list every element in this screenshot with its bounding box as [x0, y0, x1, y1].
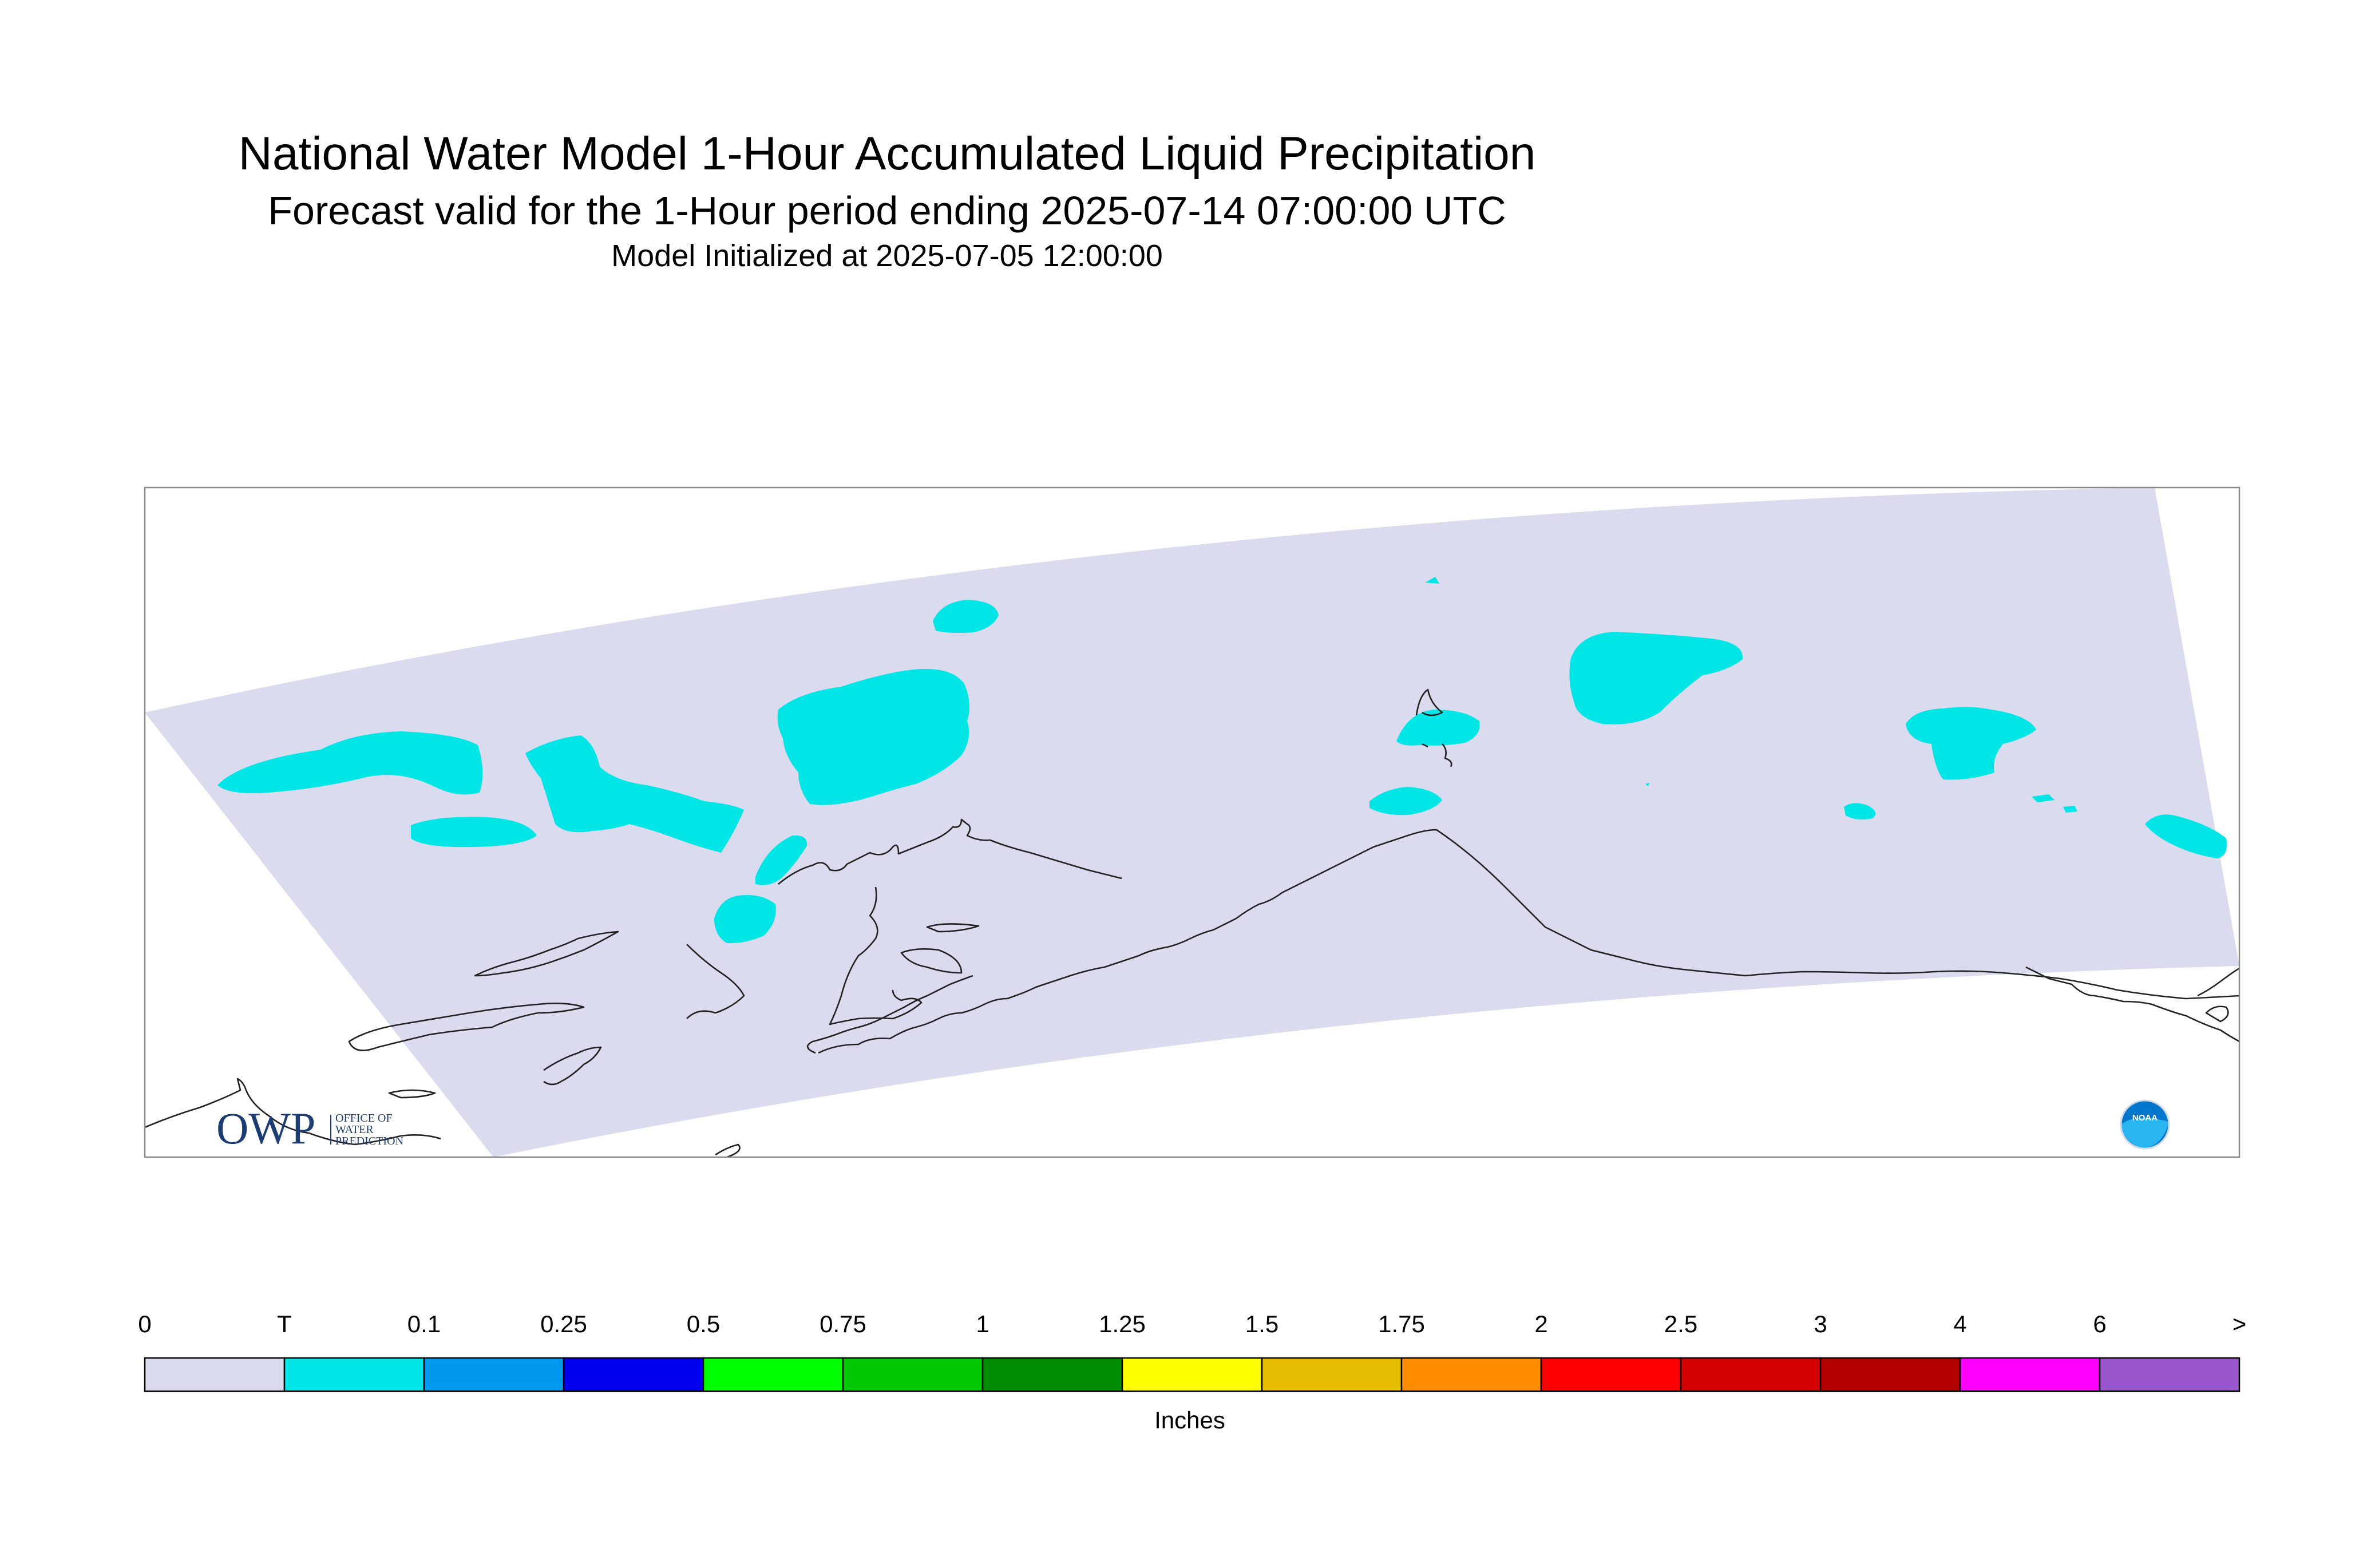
precip-area — [1396, 710, 1480, 746]
noaa-logo-ring — [2120, 1099, 2170, 1150]
colorbar-tick-label: 0.1 — [407, 1310, 441, 1337]
colorbar-tick-label: 0 — [138, 1310, 152, 1337]
precip-area — [755, 835, 808, 885]
precip-area — [525, 735, 744, 853]
colorbar-tick-label: > — [2232, 1310, 2247, 1337]
colorbar-unit: Inches — [1154, 1407, 1225, 1434]
colorbar-tick-label: 1.5 — [1245, 1310, 1279, 1337]
map-title: National Water Model 1-Hour Accumulated … — [238, 128, 1536, 180]
island — [926, 923, 980, 933]
colorbar — [144, 1357, 2241, 1392]
colorbar-swatch — [144, 1357, 286, 1392]
coastline-northwest — [145, 1078, 441, 1146]
owp-logo: OWP OFFICE OF WATER PREDICTION — [216, 1103, 403, 1153]
map-frame — [144, 486, 2241, 1158]
coastline-east-upper — [2197, 967, 2239, 997]
island-north — [1442, 743, 1452, 767]
coastline-peninsula — [806, 975, 973, 1054]
island-north — [1415, 688, 1443, 716]
noaa-logo: NOAA — [2120, 1099, 2170, 1150]
colorbar-swatch — [981, 1357, 1123, 1392]
coastlines — [145, 688, 2239, 1157]
precip-area — [2032, 794, 2055, 802]
precip-area — [1369, 787, 1442, 815]
init-time: Model Initialized at 2025-07-05 12:00:00 — [611, 239, 1163, 273]
coastline-east-island — [2205, 1005, 2229, 1023]
colorbar-swatch — [1261, 1357, 1403, 1392]
coastline-south-lower — [543, 1046, 602, 1086]
precip-area — [933, 600, 999, 633]
yukon-delta — [474, 930, 619, 977]
precip-area — [217, 731, 483, 795]
precip-area — [2145, 814, 2227, 858]
colorbar-swatch — [1959, 1357, 2101, 1392]
coastline-west-lower — [348, 1003, 585, 1051]
bristol-bay — [686, 944, 745, 1019]
owp-logo-line: PREDICTION — [335, 1135, 403, 1147]
colorbar-swatch — [1540, 1357, 1682, 1392]
colorbar-swatch — [283, 1357, 425, 1392]
precip-area — [2063, 806, 2077, 813]
precip-area — [1844, 803, 1876, 820]
colorbar-swatch — [563, 1357, 704, 1392]
colorbar-tick-label: 1.25 — [1099, 1310, 1146, 1337]
owp-logo-line: WATER — [335, 1123, 374, 1136]
colorbar-swatch — [1819, 1357, 1961, 1392]
owp-logo-text: OWP — [216, 1103, 315, 1153]
coastline-west — [778, 818, 1122, 885]
lake-iliamna — [900, 948, 963, 974]
noaa-logo-text: NOAA — [2132, 1113, 2158, 1123]
colorbar-swatch — [2099, 1357, 2241, 1392]
precip-area — [714, 895, 776, 944]
noaa-logo-wave — [2121, 1118, 2169, 1149]
map-area — [145, 488, 2239, 1157]
colorbar-tick-label: 1 — [976, 1310, 989, 1337]
precip-area — [1569, 632, 1743, 724]
island-north — [1422, 743, 1428, 748]
colorbar-swatch — [702, 1357, 844, 1392]
colorbar-tick-label: 3 — [1814, 1310, 1827, 1337]
colorbar-swatch — [1121, 1357, 1263, 1392]
precip-area — [1906, 707, 2036, 780]
colorbar-tick-label: 0.5 — [686, 1310, 721, 1337]
colorbar-tick-label: 1.75 — [1378, 1310, 1425, 1337]
map-subtitle: Forecast valid for the 1-Hour period end… — [268, 188, 1506, 233]
colorbar-swatch — [842, 1357, 984, 1392]
colorbar-tick-label: 4 — [1953, 1310, 1967, 1337]
coastline-south — [818, 829, 2239, 1054]
precip-area — [1425, 577, 1439, 584]
precip-areas — [217, 577, 2227, 944]
colorbar-swatch — [1680, 1357, 1822, 1392]
owp-logo-line: OFFICE OF — [335, 1112, 392, 1124]
precip-area — [411, 817, 537, 848]
colorbar-tick-label: 6 — [2093, 1310, 2107, 1337]
coastline-east — [2025, 966, 2239, 1043]
colorbar-tick-label: 0.75 — [820, 1310, 866, 1337]
precip-area — [777, 668, 969, 805]
colorbar-tick-label: 0.25 — [540, 1310, 587, 1337]
colorbar-tick-label: 2.5 — [1664, 1310, 1698, 1337]
colorbar-swatch — [423, 1357, 565, 1392]
precip-area — [1645, 783, 1649, 786]
island — [715, 1143, 741, 1157]
colorbar-tick-label: T — [277, 1310, 292, 1337]
colorbar-swatch — [1400, 1357, 1542, 1392]
island — [388, 1089, 436, 1099]
colorbar-tick-label: 2 — [1534, 1310, 1548, 1337]
